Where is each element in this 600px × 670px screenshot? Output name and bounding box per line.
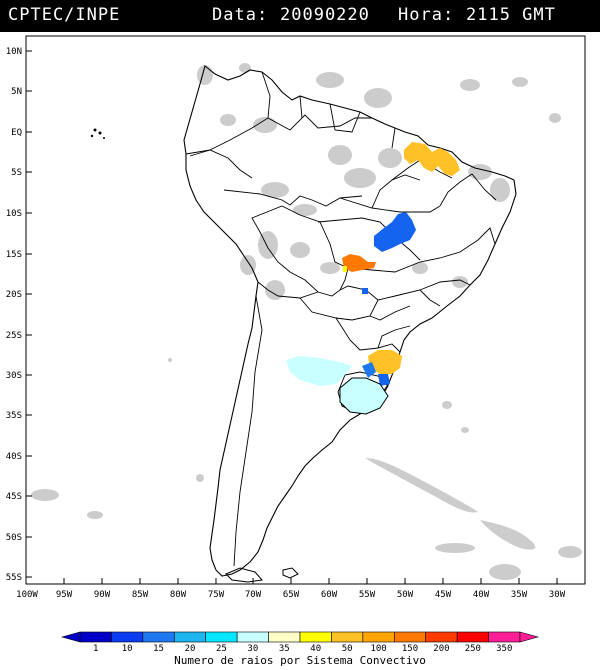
colorbar-swatch [299, 631, 332, 643]
colorbar-swatch [268, 631, 301, 643]
lon-label: 50W [397, 590, 414, 600]
south-america-outline [183, 65, 517, 577]
lon-label: 85W [132, 590, 149, 600]
lat-label: 25S [6, 331, 22, 341]
lat-label: 5N [11, 87, 22, 97]
cluster-mato-grosso-south [342, 254, 376, 272]
colorbar-left-arrow [60, 631, 81, 643]
colorbar-tick-label: 250 [465, 644, 481, 654]
colorbar-swatch [456, 631, 489, 643]
colorbar-swatch [393, 631, 427, 643]
lat-label: 55S [6, 573, 22, 583]
lon-label: 75W [208, 590, 225, 600]
colorbar-right-arrow [519, 631, 540, 643]
lat-label: 10N [6, 47, 22, 57]
lat-label: 20S [6, 290, 22, 300]
colorbar-swatch [205, 631, 238, 643]
lon-label: 65W [283, 590, 300, 600]
colorbar-swatch [142, 631, 175, 643]
colorbar-tick-label: 200 [433, 644, 449, 654]
date-label: Data: [212, 5, 269, 25]
lat-label: 35S [6, 411, 22, 421]
cluster-northeast-brazil [404, 142, 460, 176]
country-borders [185, 71, 497, 567]
colorbar-tick-label: 15 [153, 644, 164, 654]
institution-label: CPTEC/INPE [8, 5, 121, 25]
colorbar-tick-label: 40 [310, 644, 321, 654]
colorbar-tick-label: 35 [279, 644, 290, 654]
colorbar-swatch [173, 631, 207, 643]
lon-label: 70W [245, 590, 262, 600]
lon-label: 80W [170, 590, 187, 600]
cluster-rio-grande-do-sul [368, 350, 402, 374]
date-value: 20090220 [280, 5, 370, 25]
lon-label: 90W [94, 590, 111, 600]
map-ticks [26, 50, 558, 584]
map-frame [25, 35, 586, 585]
colorbar-swatch [362, 631, 395, 643]
lat-label: 40S [6, 452, 22, 462]
colorbar-swatch [488, 631, 521, 643]
legend-caption: Numero de raios por Sistema Convectivo [174, 654, 426, 667]
time-label: Hora: [398, 5, 455, 25]
map-header: CPTEC/INPE Data: 20090220 Hora: 2115 GMT [0, 0, 600, 32]
colorbar-swatch [79, 631, 112, 643]
cluster-central-brazil [374, 212, 416, 252]
cluster-pampas [286, 356, 352, 386]
lat-label: 10S [6, 209, 22, 219]
colorbar-tick-label: 30 [247, 644, 258, 654]
lat-label: EQ [11, 128, 22, 138]
longitude-labels: 100W 95W 90W 85W 80W 75W 70W 65W 60W 55W… [16, 590, 566, 600]
lon-label: 60W [321, 590, 338, 600]
colorbar-swatch [236, 631, 269, 643]
colorbar-tick-label: 150 [402, 644, 418, 654]
lightning-map: 10N 5N EQ 5S 10S 15S 20S 25S 30S 35S 40S… [6, 35, 586, 654]
colorbar-tick-label: 350 [496, 644, 512, 654]
colorbar-tick-label: 100 [370, 644, 386, 654]
colorbar-tick-label: 25 [216, 644, 227, 654]
lat-label: 50S [6, 533, 22, 543]
lat-label: 30S [6, 371, 22, 381]
lightning-clusters [286, 142, 460, 415]
lon-label: 35W [511, 590, 528, 600]
cluster-uruguay [339, 377, 389, 415]
colorbar-swatch [111, 631, 144, 643]
lat-label: 5S [11, 168, 22, 178]
lon-label: 30W [549, 590, 566, 600]
lon-label: 100W [16, 590, 38, 600]
time-value: 2115 GMT [466, 5, 556, 25]
colorbar-tick-label: 50 [342, 644, 353, 654]
colorbar-swatch [425, 631, 458, 643]
lon-label: 45W [435, 590, 452, 600]
colorbar-tick-label: 1 [93, 644, 98, 654]
lat-label: 45S [6, 492, 22, 502]
colorbar-tick-label: 10 [122, 644, 133, 654]
lat-label: 15S [6, 250, 22, 260]
color-legend: 1 10 15 20 25 30 35 40 50 100 150 200 250 350 [60, 631, 540, 654]
colorbar-swatch [331, 631, 364, 643]
colorbar-tick-label: 20 [185, 644, 196, 654]
lon-label: 40W [473, 590, 490, 600]
latitude-labels: 10N 5N EQ 5S 10S 15S 20S 25S 30S 35S 40S… [6, 47, 22, 583]
lon-label: 95W [56, 590, 73, 600]
lon-label: 55W [359, 590, 376, 600]
